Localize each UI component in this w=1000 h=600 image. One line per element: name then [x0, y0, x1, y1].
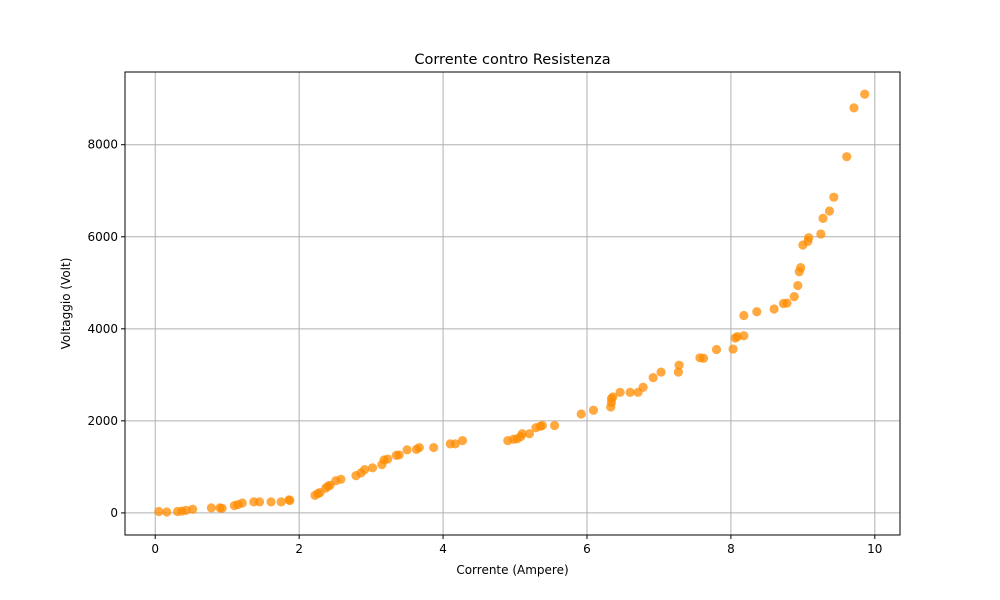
data-point	[336, 474, 346, 484]
data-point	[254, 497, 265, 507]
data-point	[162, 507, 172, 517]
data-point	[615, 387, 625, 397]
data-point	[698, 353, 709, 363]
data-point	[739, 310, 749, 321]
data-point	[524, 429, 535, 439]
data-point	[793, 280, 803, 291]
data-point	[711, 344, 722, 355]
data-point	[517, 429, 527, 439]
data-point	[285, 495, 295, 506]
x-tick-label: 2	[295, 542, 303, 556]
data-point	[789, 291, 799, 302]
data-point	[860, 89, 870, 99]
data-point	[769, 304, 779, 314]
data-point	[549, 420, 560, 431]
data-point	[625, 387, 635, 397]
plot-frame	[124, 71, 901, 536]
data-point	[804, 233, 814, 243]
data-point	[266, 497, 276, 507]
data-point	[608, 392, 618, 402]
data-point	[638, 382, 648, 392]
x-tick-label: 6	[583, 542, 591, 556]
data-point	[576, 409, 586, 419]
data-point	[728, 344, 738, 354]
data-point	[394, 450, 404, 460]
data-point	[818, 213, 828, 223]
y-tick-label: 2000	[87, 414, 118, 428]
data-point	[739, 331, 749, 341]
data-point	[829, 192, 839, 202]
data-point	[782, 298, 792, 308]
y-tick-label: 6000	[87, 230, 118, 244]
data-point	[414, 442, 424, 453]
y-tick-label: 8000	[87, 138, 118, 152]
data-point	[849, 103, 859, 113]
y-axis-label: Voltaggio (Volt)	[59, 258, 73, 350]
x-axis-label: Corrente (Ampere)	[456, 563, 568, 577]
data-point	[429, 442, 439, 453]
data-point	[450, 439, 460, 449]
chart-title: Corrente contro Resistenza	[414, 52, 610, 68]
data-point	[537, 420, 547, 431]
data-point	[402, 445, 412, 455]
data-point	[588, 405, 599, 415]
data-point	[648, 372, 658, 383]
data-point	[217, 503, 227, 513]
data-point	[824, 206, 835, 216]
data-point	[237, 498, 247, 508]
data-point	[154, 506, 164, 517]
ticks-layer: 0 2 4 6 8 10 0 2000 4000 6000 8000	[87, 138, 882, 556]
data-point	[383, 454, 393, 464]
x-tick-label: 4	[439, 542, 447, 556]
data-point	[796, 263, 806, 273]
data-point	[656, 367, 666, 377]
data-point	[276, 497, 286, 507]
grid-layer	[125, 72, 900, 535]
y-tick-label: 0	[110, 506, 118, 520]
data-point	[188, 504, 198, 514]
data-point	[674, 360, 684, 370]
data-point	[367, 463, 378, 473]
x-tick-label: 8	[727, 542, 735, 556]
x-tick-label: 0	[151, 542, 159, 556]
y-tick-label: 4000	[87, 322, 118, 336]
data-point	[816, 229, 826, 239]
data-point	[206, 503, 216, 513]
data-point	[360, 465, 370, 475]
data-point	[673, 367, 683, 377]
points-layer	[154, 89, 870, 517]
data-point	[842, 152, 852, 162]
x-tick-label: 10	[867, 542, 882, 556]
data-point	[457, 436, 468, 446]
data-point	[752, 307, 762, 317]
